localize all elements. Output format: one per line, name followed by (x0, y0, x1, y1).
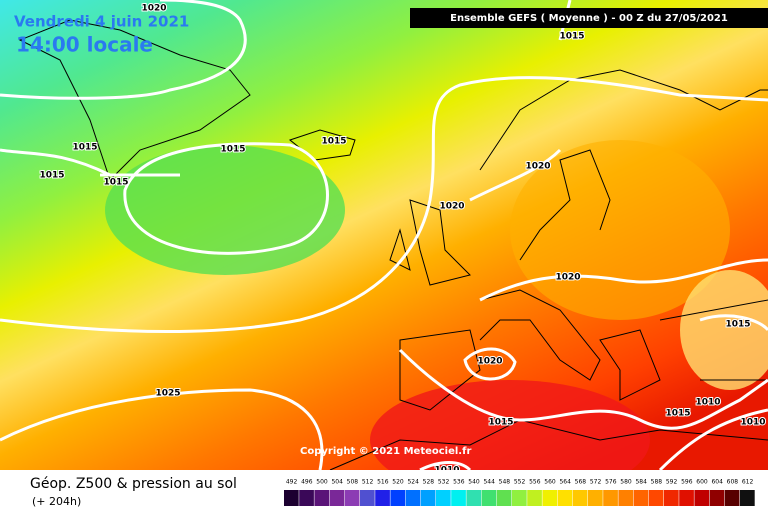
isobars (0, 0, 768, 470)
legend-label: 572 (590, 479, 602, 486)
legend-swatch (329, 490, 345, 506)
isobar-label: 1020 (141, 4, 166, 14)
footer-title: Géop. Z500 & pression au sol (30, 476, 237, 492)
legend-swatch (572, 490, 588, 506)
forecast-time: 14:00 locale (16, 33, 153, 57)
footer-lead: (+ 204h) (32, 495, 81, 508)
legend-label: 568 (575, 479, 587, 486)
legend-swatch (451, 490, 466, 506)
legend-label: 528 (423, 479, 435, 486)
legend-swatch (557, 490, 573, 506)
legend-swatch (466, 490, 482, 506)
legend-label: 516 (377, 479, 389, 486)
legend-label: 564 (559, 479, 571, 486)
legend-swatch (709, 490, 725, 506)
legend-label: 536 (453, 479, 465, 486)
legend-swatch (679, 490, 694, 506)
legend-label: 600 (696, 479, 708, 486)
legend-label: 612 (742, 479, 754, 486)
legend-label: 520 (392, 479, 404, 486)
isobar-label: 1015 (72, 143, 97, 153)
legend-swatch (360, 490, 375, 506)
forecast-date: Vendredi 4 juin 2021 (14, 13, 189, 31)
legend-label: 544 (483, 479, 495, 486)
legend-label: 548 (499, 479, 511, 486)
isobar-label: 1010 (740, 418, 765, 428)
legend-swatch (664, 490, 679, 506)
isobar-label: 1015 (559, 32, 584, 42)
isobar-label: 1015 (321, 137, 346, 147)
isobar-label: 1020 (555, 273, 580, 283)
legend-swatch (405, 490, 421, 506)
legend-label: 608 (727, 479, 739, 486)
legend-label: 580 (620, 479, 632, 486)
legend-swatch (496, 490, 512, 506)
legend-label: 576 (605, 479, 617, 486)
legend-label: 524 (407, 479, 419, 486)
coastlines (18, 19, 768, 471)
legend-label: 512 (362, 479, 374, 486)
isobar-label: 1015 (39, 171, 64, 181)
color-legend: 492 496 500 504 508 512 516 520 524 528 532 536 540 5… (284, 479, 755, 506)
legend-label: 556 (529, 479, 541, 486)
isobar-label: 1020 (477, 357, 502, 367)
legend-label: 496 (301, 479, 313, 486)
legend-label: 604 (711, 479, 723, 486)
isobar-label: 1020 (439, 202, 464, 212)
legend-swatch (603, 490, 618, 506)
legend-swatch (527, 490, 542, 506)
legend-label: 500 (316, 479, 328, 486)
legend-swatch (375, 490, 390, 506)
legend-swatch (633, 490, 649, 506)
legend-label: 596 (681, 479, 693, 486)
legend-swatch (648, 490, 664, 506)
run-info: Ensemble GEFS ( Moyenne ) - 00 Z du 27/0… (450, 13, 728, 24)
legend-swatch (481, 490, 497, 506)
low-geopotential (105, 145, 345, 275)
legend-swatch (740, 490, 755, 506)
isobar-label: 1015 (488, 418, 513, 428)
legend-label: 552 (514, 479, 526, 486)
legend-swatch (314, 490, 330, 506)
legend-swatch (512, 490, 527, 506)
legend-label: 588 (651, 479, 663, 486)
legend-swatch (542, 490, 558, 506)
legend-label: 504 (331, 479, 343, 486)
trough (680, 270, 768, 390)
legend-label: 584 (635, 479, 647, 486)
legend-label: 492 (286, 479, 298, 486)
isobar-label: 1020 (525, 162, 550, 172)
legend-swatch (436, 490, 451, 506)
isobar-label: 1015 (665, 409, 690, 419)
legend-swatch (618, 490, 634, 506)
legend-label: 532 (438, 479, 450, 486)
legend-swatch (588, 490, 603, 506)
legend-swatch (694, 490, 710, 506)
run-banner (410, 8, 768, 28)
isobar-label: 1010 (695, 398, 720, 408)
legend-swatch (299, 490, 314, 506)
legend-swatch (284, 490, 299, 506)
legend-swatch (724, 490, 740, 506)
isobar-label: 1025 (155, 389, 180, 399)
legend-label: 560 (544, 479, 556, 486)
legend-label: 592 (666, 479, 678, 486)
isobar-label: 1015 (220, 145, 245, 155)
legend-swatch (344, 490, 360, 506)
legend-swatch (420, 490, 436, 506)
isobar-label: 1015 (725, 320, 750, 330)
legend-swatch (390, 490, 406, 506)
legend-label: 540 (468, 479, 480, 486)
legend-label: 508 (347, 479, 359, 486)
isobar-label: 1015 (103, 178, 128, 188)
copyright: Copyright © 2021 Meteociel.fr (300, 446, 471, 457)
